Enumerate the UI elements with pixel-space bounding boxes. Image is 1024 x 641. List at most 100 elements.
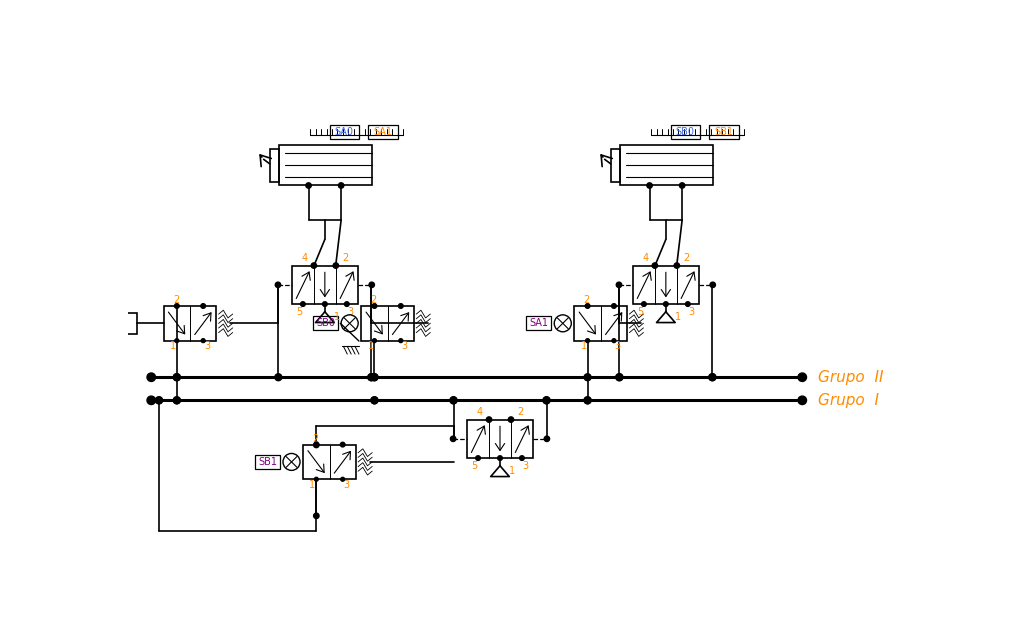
Circle shape [450, 397, 457, 404]
Text: 2: 2 [517, 407, 523, 417]
Text: 3: 3 [347, 307, 353, 317]
Circle shape [333, 263, 339, 269]
Text: 1: 1 [509, 466, 515, 476]
Text: 1: 1 [309, 480, 315, 490]
Circle shape [798, 396, 807, 404]
Circle shape [519, 456, 524, 460]
Bar [313, 317, 338, 330]
Text: SB1: SB1 [258, 457, 278, 467]
Circle shape [341, 478, 345, 481]
Circle shape [313, 513, 319, 519]
Circle shape [314, 478, 318, 481]
Circle shape [710, 282, 716, 288]
Bar [467, 420, 532, 458]
Bar [526, 317, 551, 330]
Text: 3: 3 [204, 342, 210, 351]
Circle shape [373, 338, 377, 342]
Circle shape [709, 374, 716, 381]
Circle shape [301, 302, 305, 306]
Text: SB0: SB0 [676, 128, 694, 137]
Text: SA0: SA0 [335, 128, 353, 137]
Text: 2: 2 [173, 296, 179, 305]
Text: SB0: SB0 [316, 319, 335, 328]
Text: 2: 2 [342, 253, 348, 263]
Circle shape [399, 338, 402, 342]
Bar [280, 146, 372, 185]
Text: 1: 1 [368, 342, 374, 351]
Circle shape [314, 442, 318, 447]
Circle shape [544, 436, 550, 442]
Bar [611, 149, 621, 183]
Circle shape [486, 417, 492, 422]
Text: 2: 2 [683, 253, 689, 263]
Circle shape [371, 397, 378, 404]
Text: 1: 1 [675, 312, 681, 322]
Bar [292, 265, 357, 304]
Text: 5: 5 [637, 307, 643, 317]
Circle shape [398, 304, 403, 308]
Text: 3: 3 [343, 480, 349, 490]
Text: Grupo  II: Grupo II [818, 370, 884, 385]
Text: Grupo  I: Grupo I [818, 393, 879, 408]
Bar [633, 265, 698, 304]
Circle shape [476, 456, 480, 460]
Circle shape [798, 373, 807, 381]
Text: SA1: SA1 [529, 319, 548, 328]
Bar [303, 445, 356, 479]
Text: 1: 1 [170, 342, 176, 351]
Bar [164, 306, 216, 340]
Circle shape [615, 374, 623, 381]
Circle shape [647, 183, 652, 188]
Circle shape [371, 374, 378, 381]
Text: SA1: SA1 [374, 128, 392, 137]
Circle shape [311, 263, 316, 269]
Circle shape [368, 374, 375, 381]
Text: 5: 5 [296, 307, 302, 317]
Text: 2: 2 [312, 434, 318, 444]
Text: 3: 3 [522, 461, 528, 470]
Text: 4: 4 [477, 407, 483, 417]
Circle shape [173, 397, 180, 404]
Circle shape [338, 183, 344, 188]
Bar [126, 313, 137, 334]
Circle shape [340, 442, 345, 447]
Circle shape [147, 396, 156, 404]
Text: 5: 5 [471, 461, 477, 470]
Text: 1: 1 [334, 312, 340, 322]
Circle shape [313, 442, 319, 447]
Circle shape [173, 374, 180, 381]
Circle shape [450, 397, 457, 404]
Circle shape [173, 397, 180, 404]
Circle shape [174, 304, 179, 308]
Bar [574, 306, 627, 340]
Circle shape [543, 397, 550, 404]
Bar [671, 126, 700, 139]
Circle shape [709, 374, 716, 381]
Circle shape [274, 374, 282, 381]
Text: 3: 3 [614, 342, 621, 351]
Text: SB1: SB1 [715, 128, 733, 137]
Circle shape [611, 304, 616, 308]
Circle shape [685, 302, 690, 306]
Circle shape [372, 304, 377, 308]
Text: 4: 4 [302, 253, 308, 263]
Circle shape [369, 282, 375, 288]
Text: 3: 3 [401, 342, 408, 351]
Circle shape [586, 338, 590, 342]
Text: 1: 1 [581, 342, 587, 351]
Circle shape [451, 436, 456, 442]
Circle shape [323, 302, 328, 306]
Circle shape [173, 374, 180, 381]
Circle shape [652, 263, 657, 269]
Circle shape [201, 304, 206, 308]
Circle shape [156, 397, 163, 404]
Circle shape [664, 302, 669, 306]
Circle shape [584, 397, 591, 404]
Circle shape [543, 397, 550, 404]
Text: 3: 3 [688, 307, 694, 317]
Circle shape [498, 456, 503, 460]
Circle shape [674, 263, 680, 269]
Circle shape [508, 417, 514, 422]
Circle shape [368, 374, 375, 381]
Circle shape [175, 338, 179, 342]
